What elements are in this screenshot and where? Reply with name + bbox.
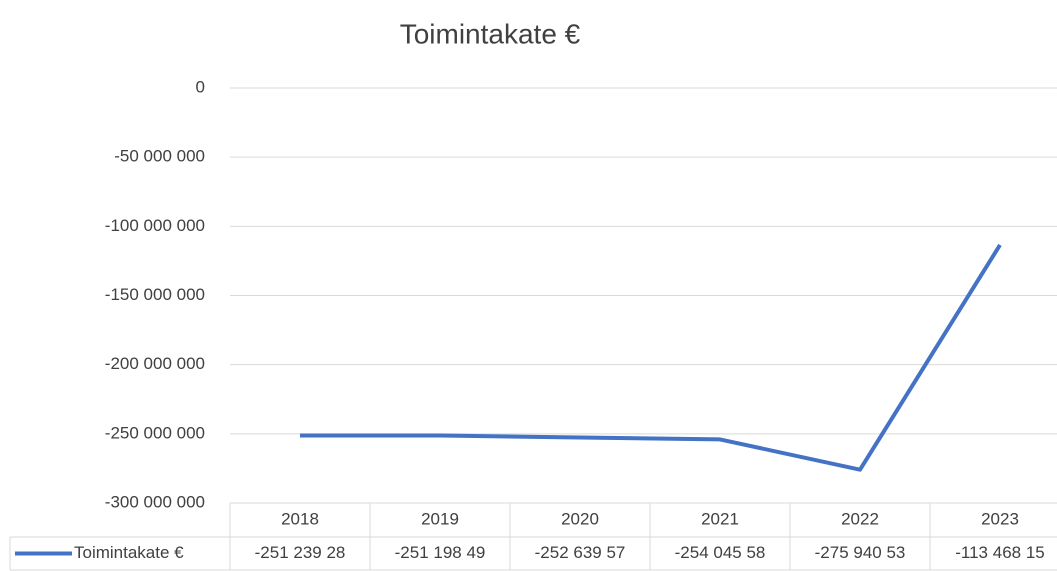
data-label: -251 239 28 bbox=[255, 543, 346, 562]
data-label: -113 468 15 bbox=[955, 543, 1044, 562]
data-label: -251 198 49 bbox=[395, 543, 486, 562]
y-tick-label: 0 bbox=[196, 77, 205, 96]
legend-label: Toimintakate € bbox=[74, 543, 184, 562]
x-tick-label: 2022 bbox=[841, 509, 879, 528]
x-tick-label: 2023 bbox=[981, 509, 1019, 528]
data-label: -252 639 57 bbox=[535, 543, 626, 562]
y-tick-label: -100 000 000 bbox=[105, 216, 205, 235]
y-tick-label: -300 000 000 bbox=[105, 492, 205, 511]
y-tick-label: -200 000 000 bbox=[105, 354, 205, 373]
y-tick-label: -50 000 000 bbox=[114, 147, 205, 166]
data-label: -275 940 53 bbox=[815, 543, 906, 562]
y-tick-label: -250 000 000 bbox=[105, 423, 205, 442]
x-tick-label: 2020 bbox=[561, 509, 599, 528]
chart-title: Toimintakate € bbox=[400, 18, 581, 49]
data-label: -254 045 58 bbox=[675, 543, 766, 562]
x-tick-label: 2018 bbox=[281, 509, 319, 528]
x-tick-label: 2019 bbox=[421, 509, 459, 528]
x-tick-label: 2021 bbox=[701, 509, 739, 528]
line bbox=[299, 243, 1002, 472]
y-tick-label: -150 000 000 bbox=[105, 285, 205, 304]
